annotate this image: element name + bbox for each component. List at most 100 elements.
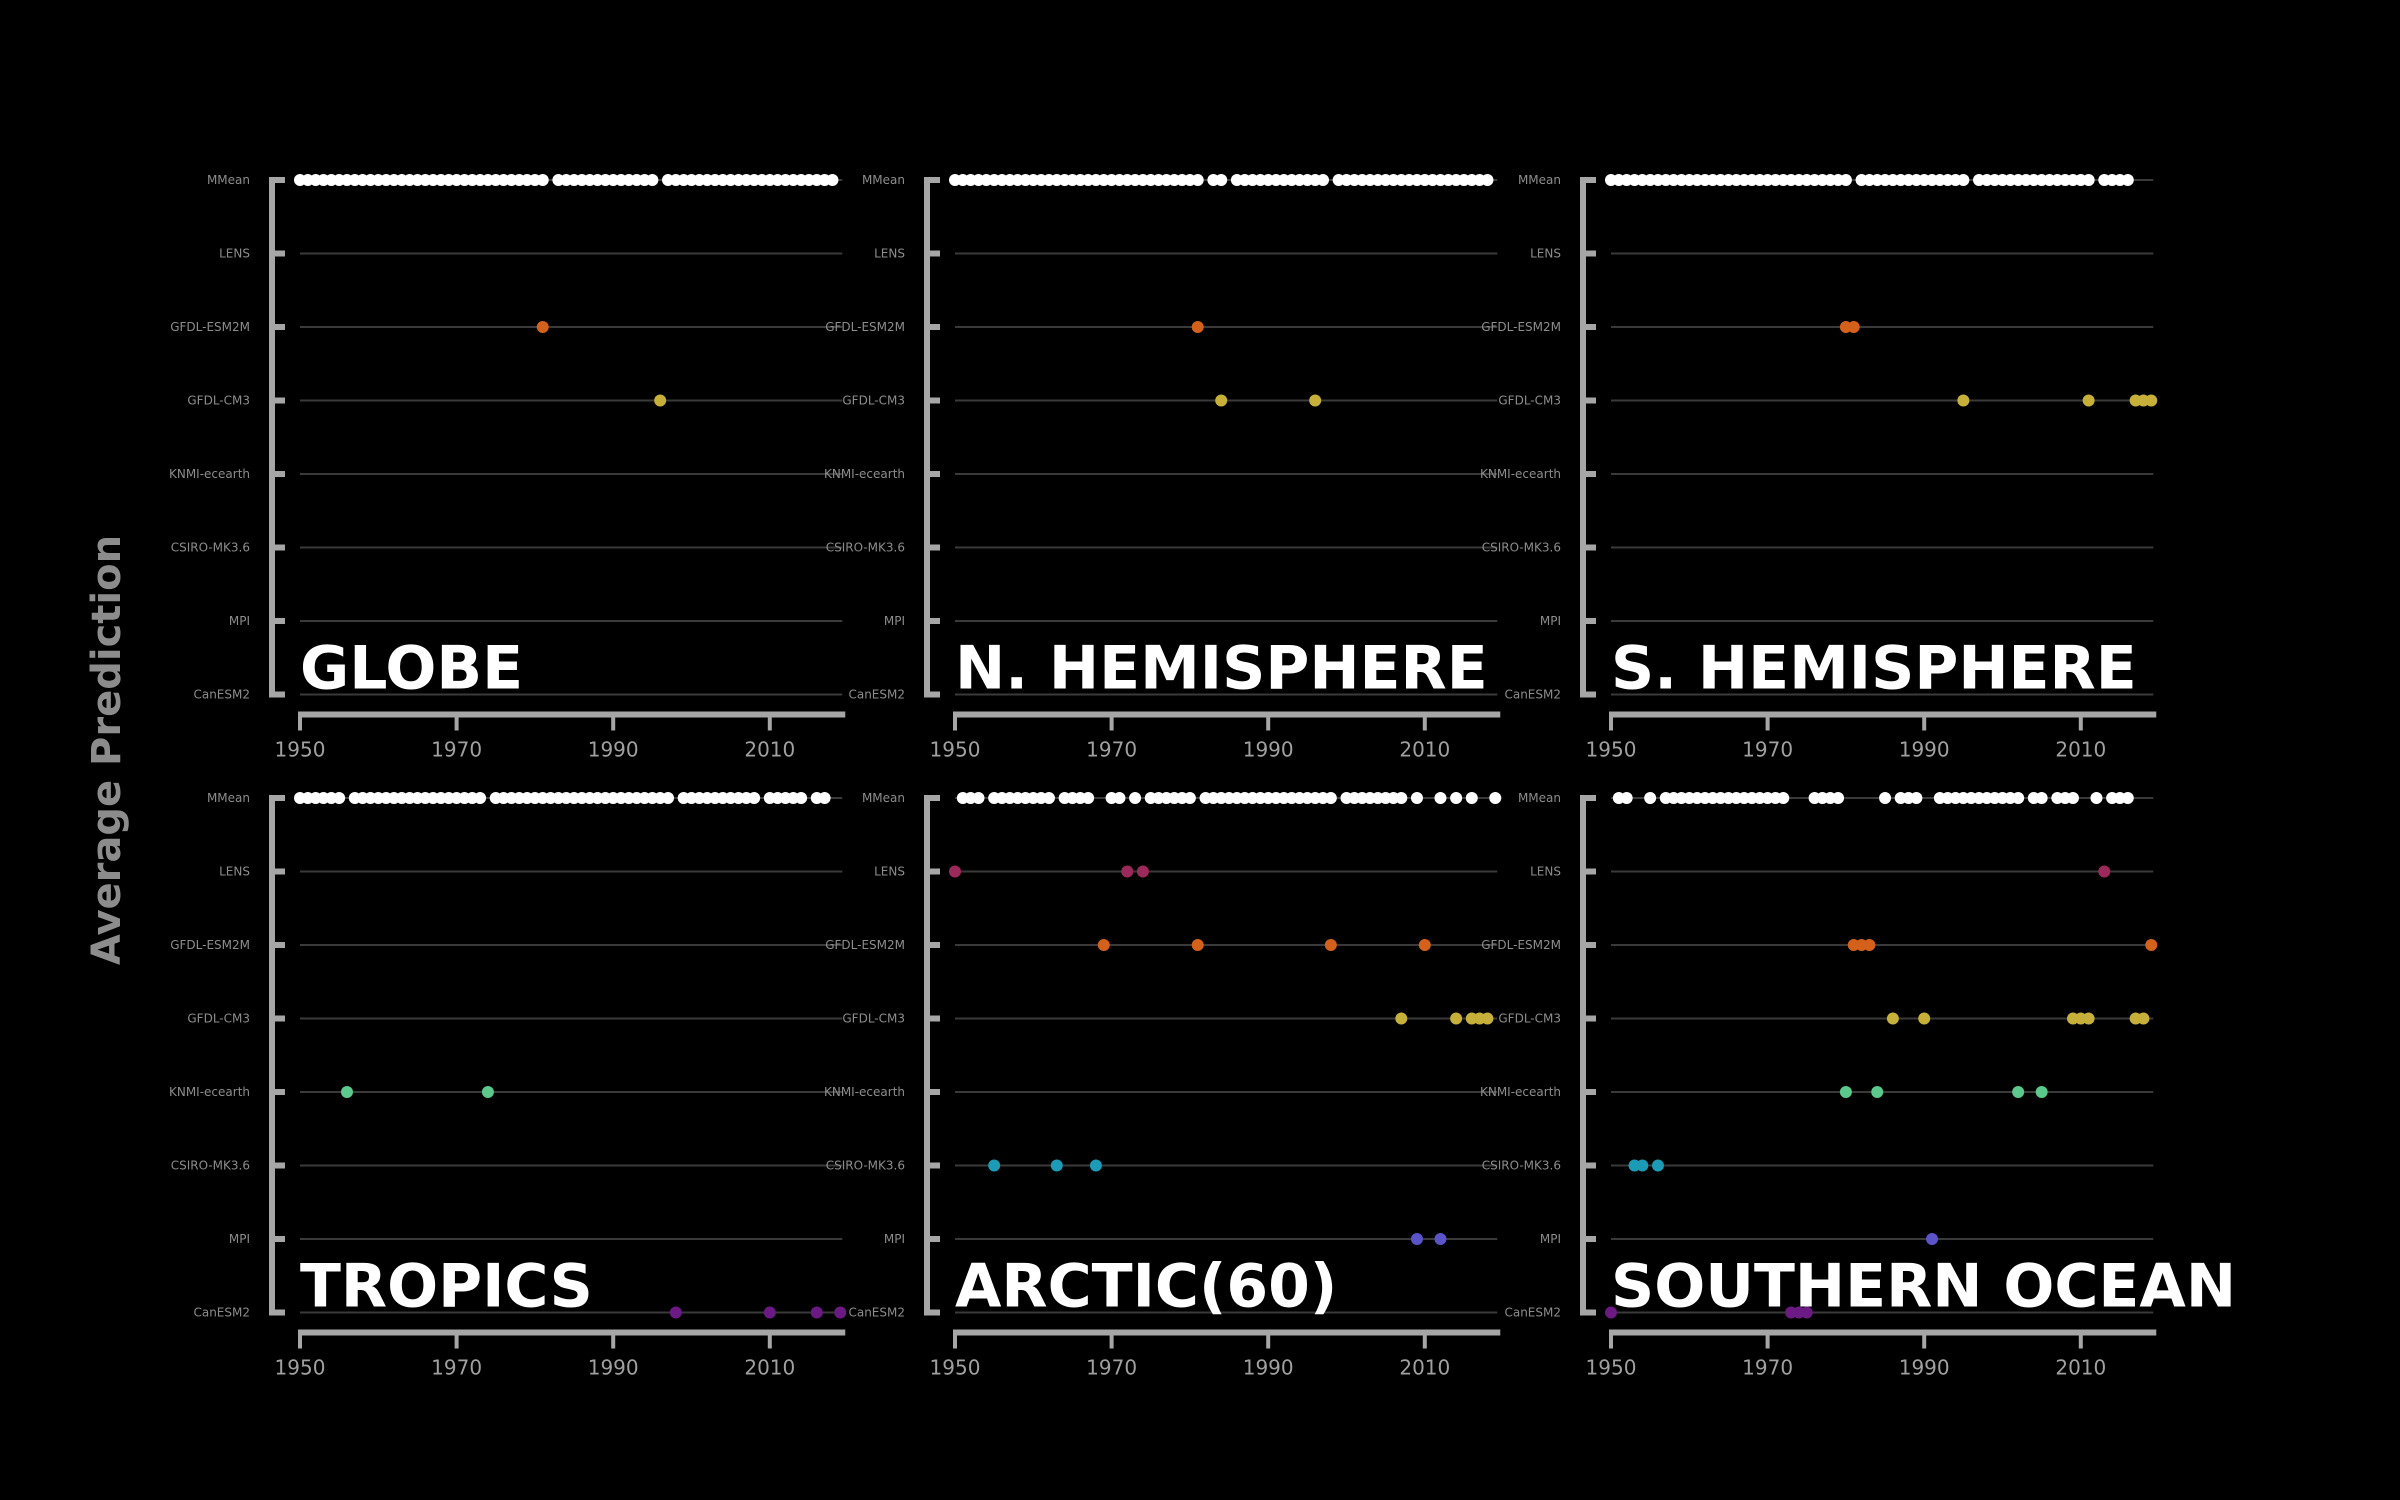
y-tick-label-mmean: MMean	[862, 173, 905, 187]
x-tick-label: 1950	[275, 1356, 326, 1380]
panel-title: ARCTIC(60)	[955, 1252, 1337, 1322]
y-tick-label-canesm2: CanESM2	[1504, 1306, 1561, 1320]
point-mmean	[1129, 792, 1142, 804]
y-tick-label-gfdl-cm3: GFDL-CM3	[1498, 1012, 1561, 1026]
point-gfdl-cm3	[1450, 1012, 1463, 1025]
y-tick-label-gfdl-cm3: GFDL-CM3	[842, 1012, 905, 1026]
x-tick-label: 1990	[1243, 738, 1294, 762]
point-canesm2	[763, 1306, 776, 1319]
point-mmean	[662, 792, 675, 804]
point-knmi-ecearth	[2035, 1086, 2048, 1098]
point-gfdl-esm2m	[1418, 939, 1431, 951]
y-tick-label-csiro-mk3-6: CSIRO-MK3.6	[1482, 1159, 1561, 1173]
x-tick-label: 2010	[1399, 738, 1450, 762]
point-mmean	[333, 792, 346, 804]
point-canesm2	[1605, 1306, 1617, 1319]
point-mmean	[1839, 174, 1852, 186]
y-tick-label-canesm2: CanESM2	[848, 688, 905, 702]
x-tick-label: 1990	[1899, 1356, 1950, 1380]
y-tick-label-gfdl-esm2m: GFDL-ESM2M	[170, 938, 250, 952]
point-mmean	[536, 174, 549, 186]
y-tick-label-csiro-mk3-6: CSIRO-MK3.6	[826, 1159, 905, 1173]
point-mmean	[2121, 792, 2134, 804]
point-mmean	[1410, 792, 1423, 804]
y-tick-label-lens: LENS	[219, 247, 250, 261]
point-canesm2	[669, 1306, 682, 1319]
y-tick-label-lens: LENS	[1530, 865, 1561, 879]
point-mmean	[1183, 792, 1196, 804]
point-mmean	[1215, 174, 1228, 186]
point-mmean	[646, 174, 659, 186]
point-knmi-ecearth	[481, 1086, 494, 1098]
point-mmean	[1777, 792, 1790, 804]
y-tick-label-gfdl-esm2m: GFDL-ESM2M	[170, 320, 250, 334]
y-tick-label-gfdl-esm2m: GFDL-ESM2M	[1481, 320, 1561, 334]
point-mmean	[1395, 792, 1408, 804]
panel-title: TROPICS	[300, 1252, 593, 1322]
y-tick-label-csiro-mk3-6: CSIRO-MK3.6	[171, 541, 250, 555]
panel-title: N. HEMISPHERE	[955, 634, 1488, 704]
y-tick-label-mpi: MPI	[884, 1232, 905, 1246]
point-csiro-mk3-6	[1636, 1159, 1649, 1172]
x-tick-label: 1950	[930, 738, 981, 762]
point-mpi	[1926, 1233, 1939, 1245]
point-gfdl-cm3	[1309, 394, 1322, 407]
point-gfdl-cm3	[2137, 1012, 2150, 1025]
y-tick-label-lens: LENS	[219, 865, 250, 879]
point-mmean	[1957, 174, 1970, 186]
y-tick-label-gfdl-esm2m: GFDL-ESM2M	[825, 938, 905, 952]
point-gfdl-cm3	[2145, 394, 2158, 407]
point-mmean	[1832, 792, 1845, 804]
y-tick-label-gfdl-cm3: GFDL-CM3	[842, 394, 905, 408]
y-tick-label-knmi-ecearth: KNMI-ecearth	[169, 467, 250, 481]
point-mmean	[2066, 792, 2079, 804]
point-gfdl-cm3	[1215, 394, 1228, 407]
y-tick-label-canesm2: CanESM2	[193, 1306, 250, 1320]
panel-title: SOUTHERN OCEAN	[1611, 1252, 2236, 1322]
point-mmean	[826, 174, 839, 186]
panel-arctic-60: MMean LENS GFDL-ESM2M GFDL-CM3 KNMI-ecearth C…	[824, 791, 1502, 1380]
point-lens	[2098, 865, 2111, 878]
point-mmean	[474, 792, 487, 804]
point-gfdl-cm3	[2082, 1012, 2095, 1025]
point-mmean	[1082, 792, 1095, 804]
x-tick-label: 2010	[1399, 1356, 1450, 1380]
x-tick-label: 1970	[431, 1356, 482, 1380]
y-tick-label-mmean: MMean	[862, 791, 905, 805]
x-tick-label: 1950	[275, 738, 326, 762]
point-mmean	[2090, 792, 2103, 804]
y-tick-label-knmi-ecearth: KNMI-ecearth	[824, 1085, 905, 1099]
point-mmean	[1191, 174, 1204, 186]
point-knmi-ecearth	[340, 1086, 353, 1098]
point-csiro-mk3-6	[988, 1159, 1001, 1172]
y-tick-label-mmean: MMean	[1518, 173, 1561, 187]
panel-s-hemisphere: MMean LENS GFDL-ESM2M GFDL-CM3 KNMI-ecearth C…	[1480, 173, 2158, 762]
x-tick-label: 1970	[1086, 1356, 1137, 1380]
point-mpi	[1410, 1233, 1423, 1245]
point-gfdl-cm3	[1481, 1012, 1494, 1025]
point-mmean	[2035, 792, 2048, 804]
point-gfdl-cm3	[1886, 1012, 1899, 1025]
point-mmean	[1450, 792, 1463, 804]
x-tick-label: 1990	[588, 1356, 639, 1380]
point-mmean	[795, 792, 808, 804]
y-tick-label-mpi: MPI	[1540, 614, 1561, 628]
x-tick-label: 2010	[2055, 738, 2106, 762]
y-tick-label-gfdl-esm2m: GFDL-ESM2M	[1481, 938, 1561, 952]
panel-southern-ocean: MMean LENS GFDL-ESM2M GFDL-CM3 KNMI-ecearth C…	[1480, 791, 2236, 1380]
x-tick-label: 1990	[1899, 738, 1950, 762]
point-mmean	[2121, 174, 2134, 186]
y-tick-label-canesm2: CanESM2	[848, 1306, 905, 1320]
y-tick-label-knmi-ecearth: KNMI-ecearth	[1480, 1085, 1561, 1099]
point-mmean	[818, 792, 831, 804]
y-tick-label-gfdl-cm3: GFDL-CM3	[187, 394, 250, 408]
y-tick-label-knmi-ecearth: KNMI-ecearth	[824, 467, 905, 481]
point-gfdl-esm2m	[2145, 939, 2158, 951]
point-gfdl-cm3	[1395, 1012, 1408, 1025]
point-canesm2	[834, 1306, 847, 1319]
point-mmean	[1434, 792, 1447, 804]
point-csiro-mk3-6	[1651, 1159, 1664, 1172]
panel-title: S. HEMISPHERE	[1611, 634, 2137, 704]
point-mmean	[1317, 174, 1330, 186]
